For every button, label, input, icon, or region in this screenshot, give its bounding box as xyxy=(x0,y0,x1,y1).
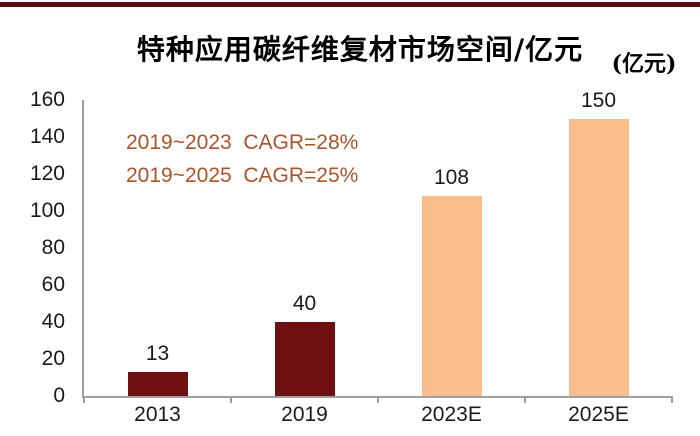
x-axis-tick xyxy=(230,396,232,403)
y-axis-tick-label: 60 xyxy=(41,273,65,296)
y-axis-tick-label: 120 xyxy=(29,162,65,185)
bar-slot-2025E: 150 xyxy=(525,89,672,396)
x-axis-labels: 2013 2019 2023E 2025E xyxy=(84,403,672,427)
bar-value-label: 40 xyxy=(292,292,317,315)
cagr-annotation-2019-2023: 2019~2023 CAGR=28% xyxy=(126,131,359,154)
top-divider-rule xyxy=(0,2,700,7)
y-axis-tick-label: 40 xyxy=(41,310,65,333)
x-axis-label: 2023E xyxy=(421,403,482,426)
bar-2025E xyxy=(568,118,629,396)
x-axis-label: 2019 xyxy=(281,403,328,426)
bar-slot-2023E: 108 xyxy=(378,100,525,396)
plot-area: 13 40 108 150 xyxy=(82,89,673,403)
bar-value-label: 150 xyxy=(580,88,617,112)
y-axis-line xyxy=(82,100,84,398)
y-axis-tick-label: 80 xyxy=(41,236,65,259)
bar-2023E xyxy=(421,196,482,396)
x-axis-tick xyxy=(524,396,526,403)
x-axis-label: 2025E xyxy=(568,403,629,426)
bar-2019 xyxy=(274,322,335,396)
cagr-annotation-2019-2025: 2019~2025 CAGR=25% xyxy=(126,164,359,187)
y-axis-tick-label: 20 xyxy=(41,347,65,370)
y-axis-tick-label: 0 xyxy=(53,384,65,407)
x-axis-label: 2013 xyxy=(134,403,181,426)
chart-title: 特种应用碳纤维复材市场空间/亿元 xyxy=(136,33,584,66)
bar-slot-2019: 40 xyxy=(231,100,378,396)
y-axis-labels: 0 20 40 60 80 100 120 140 160 xyxy=(0,88,72,407)
x-axis-tick xyxy=(83,396,85,403)
cagr-annotations: 2019~2023 CAGR=28% 2019~2025 CAGR=25% xyxy=(126,126,358,192)
y-axis-tick-label: 140 xyxy=(29,125,65,148)
axis-unit-label: (亿元) xyxy=(611,51,677,77)
x-axis-tick xyxy=(671,396,673,403)
bar-value-label: 13 xyxy=(145,341,170,365)
bar-value-label: 108 xyxy=(433,166,470,190)
bar-slot-2013: 13 xyxy=(84,100,231,396)
x-axis-tick xyxy=(377,396,379,403)
y-axis-tick-label: 100 xyxy=(29,199,65,222)
bar-2013 xyxy=(127,371,188,396)
y-axis-tick-label: 160 xyxy=(29,88,65,111)
